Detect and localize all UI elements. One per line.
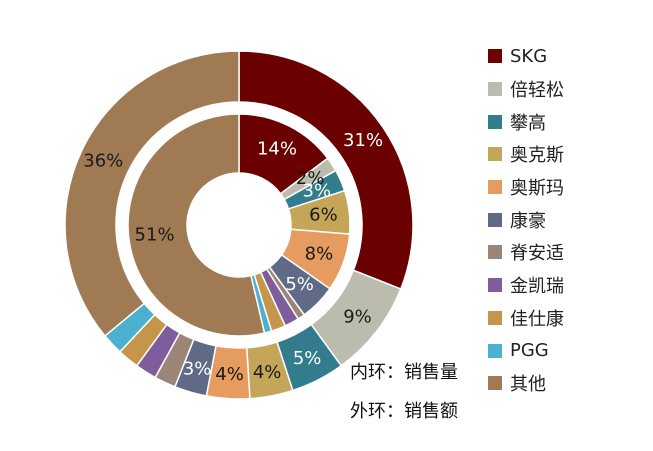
legend-swatch: [488, 245, 502, 260]
legend-swatch: [488, 310, 502, 325]
legend-swatch: [488, 212, 502, 227]
outer-label-2: 5%: [293, 348, 322, 369]
outer-label-10: 36%: [83, 151, 123, 172]
legend-item: 倍轻松: [488, 73, 564, 106]
legend-item: 奥克斯: [488, 138, 564, 171]
legend-label: PGG: [510, 340, 549, 362]
outer-label-5: 3%: [183, 359, 212, 380]
legend-swatch: [488, 114, 502, 129]
outer-label-0: 31%: [343, 130, 383, 151]
outer-label-3: 4%: [253, 362, 282, 383]
legend-item: 金凯瑞: [488, 269, 564, 302]
inner-label-5: 5%: [285, 274, 314, 295]
legend-label: 脊安适: [510, 243, 564, 265]
legend-swatch: [488, 49, 502, 64]
legend-label: SKG: [510, 45, 548, 67]
outer-label-4: 4%: [215, 364, 244, 385]
inner-ring-note: 内环：销售量: [350, 362, 458, 383]
outer-slice-0: [238, 50, 414, 291]
legend-item: SKG: [488, 40, 564, 73]
legend-item: 攀高: [488, 105, 564, 138]
legend-item: 其他: [488, 367, 564, 400]
legend-swatch: [488, 278, 502, 293]
legend-label: 其他: [510, 374, 546, 396]
inner-label-1: 2%: [296, 168, 325, 189]
inner-slice-10: [127, 113, 266, 337]
legend-item: 脊安适: [488, 236, 564, 269]
legend: SKG 倍轻松攀高奥克斯奥斯玛康豪脊安适金凯瑞佳仕康 PGG 其他: [488, 40, 564, 400]
legend-label: 康豪: [510, 210, 546, 232]
inner-label-3: 6%: [309, 205, 338, 226]
legend-swatch: [488, 180, 502, 195]
legend-item: 佳仕康: [488, 302, 564, 335]
legend-item: 康豪: [488, 203, 564, 236]
legend-swatch: [488, 147, 502, 162]
legend-label: 佳仕康: [510, 308, 564, 330]
legend-label: 倍轻松: [510, 80, 564, 102]
legend-item: PGG: [488, 334, 564, 367]
outer-slice-10: [64, 50, 240, 337]
legend-swatch: [488, 376, 502, 391]
outer-label-1: 9%: [343, 306, 372, 327]
legend-swatch: [488, 343, 502, 358]
inner-label-2: 3%: [303, 180, 332, 201]
inner-label-0: 14%: [257, 138, 297, 159]
legend-label: 金凯瑞: [510, 276, 564, 298]
inner-label-4: 8%: [305, 243, 334, 264]
legend-label: 攀高: [510, 112, 546, 134]
legend-label: 奥斯玛: [510, 178, 564, 200]
legend-swatch: [488, 82, 502, 97]
legend-label: 奥克斯: [510, 145, 564, 167]
legend-item: 奥斯玛: [488, 171, 564, 204]
inner-label-10: 51%: [135, 224, 175, 245]
outer-ring-note: 外环：销售额: [350, 401, 458, 422]
